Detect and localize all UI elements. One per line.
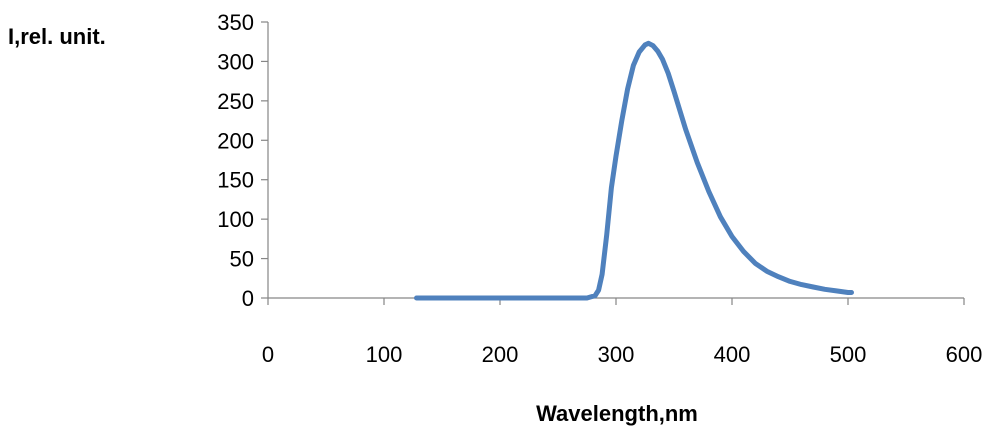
y-tick-label: 350 bbox=[217, 10, 254, 35]
series bbox=[414, 40, 854, 301]
x-tick-label: 400 bbox=[714, 342, 751, 367]
x-tick-label: 0 bbox=[262, 342, 274, 367]
series-line bbox=[414, 40, 854, 301]
x-tick-label: 200 bbox=[482, 342, 519, 367]
ticks: 0 50 100 150 200 250 300 350 0 100 200 300 400 500 600 bbox=[217, 10, 982, 367]
y-tick-label: 50 bbox=[230, 247, 254, 272]
y-tick-label: 0 bbox=[242, 286, 254, 311]
y-tick-label: 100 bbox=[217, 207, 254, 232]
x-tick-label: 100 bbox=[366, 342, 403, 367]
x-tick-label: 600 bbox=[946, 342, 983, 367]
x-tick-label: 300 bbox=[598, 342, 635, 367]
x-tick-label: 500 bbox=[830, 342, 867, 367]
y-tick-label: 200 bbox=[217, 128, 254, 153]
y-tick-label: 300 bbox=[217, 49, 254, 74]
x-axis-title: Wavelength,nm bbox=[536, 401, 698, 426]
y-axis-title: I,rel. unit. bbox=[8, 24, 106, 49]
y-tick-label: 250 bbox=[217, 89, 254, 114]
y-tick-label: 150 bbox=[217, 168, 254, 193]
